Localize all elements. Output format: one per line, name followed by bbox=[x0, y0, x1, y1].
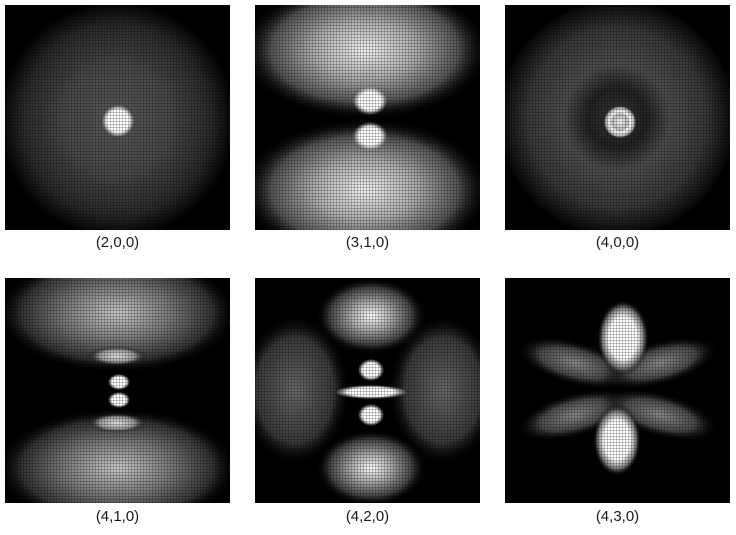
upper-outer-lobe bbox=[5, 278, 230, 373]
lower-middle-lobe bbox=[87, 413, 147, 433]
upper-inner-lobe bbox=[108, 374, 130, 390]
central-band bbox=[335, 385, 407, 399]
core-ring bbox=[603, 105, 637, 139]
lower-outer-lobe bbox=[316, 430, 426, 503]
orbital-density-4-1-0 bbox=[5, 278, 230, 503]
orbital-panel-4-2-0 bbox=[255, 278, 480, 503]
orbital-panel-2-0-0 bbox=[5, 5, 230, 230]
lower-inner-lobe bbox=[358, 404, 384, 426]
upper-middle-lobe bbox=[87, 346, 147, 366]
orbital-panel-4-3-0 bbox=[505, 278, 730, 503]
orbital-panel-4-0-0 bbox=[505, 5, 730, 230]
panel-caption: (3,1,0) bbox=[345, 234, 390, 251]
panel-caption: (2,0,0) bbox=[95, 234, 140, 251]
upper-inner-lobe bbox=[358, 359, 384, 381]
panel-caption: (4,0,0) bbox=[595, 234, 640, 251]
panel-caption: (4,2,0) bbox=[345, 508, 390, 525]
panel-caption: (4,3,0) bbox=[595, 508, 640, 525]
orbital-density-2-0-0 bbox=[5, 5, 230, 230]
orbital-panel-4-1-0 bbox=[5, 278, 230, 503]
orbital-panel-3-1-0 bbox=[255, 5, 480, 230]
orbital-density-4-0-0 bbox=[505, 5, 730, 230]
orbital-density-3-1-0 bbox=[255, 5, 480, 230]
left-side-lobe bbox=[255, 315, 350, 465]
lower-right-lobe bbox=[601, 388, 719, 442]
upper-main-lobe bbox=[597, 300, 649, 376]
lower-inner-lobe bbox=[353, 122, 387, 150]
upper-right-lobe bbox=[601, 336, 719, 390]
orbital-density-4-3-0 bbox=[505, 278, 730, 503]
orbital-density-4-2-0 bbox=[255, 278, 480, 503]
core-lobe bbox=[102, 105, 134, 137]
lower-main-lobe bbox=[593, 404, 641, 476]
panel-caption: (4,1,0) bbox=[95, 508, 140, 525]
upper-outer-lobe bbox=[316, 278, 426, 354]
right-side-lobe bbox=[388, 315, 480, 465]
upper-inner-lobe bbox=[353, 87, 387, 115]
upper-outer-lobe bbox=[255, 5, 480, 120]
lower-outer-lobe bbox=[255, 118, 480, 230]
lower-outer-lobe bbox=[5, 408, 230, 503]
lower-inner-lobe bbox=[108, 392, 130, 408]
